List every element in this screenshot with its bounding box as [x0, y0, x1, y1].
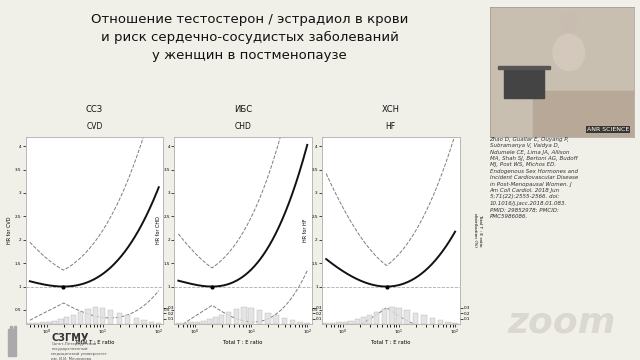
Bar [117, 313, 122, 324]
Bar [367, 315, 372, 324]
Bar [248, 308, 253, 324]
Bar [430, 318, 435, 324]
Text: CVD: CVD [86, 122, 102, 131]
Bar [195, 321, 200, 324]
Bar [445, 322, 451, 324]
Bar [134, 318, 139, 324]
Bar [389, 307, 394, 324]
Ellipse shape [553, 35, 585, 71]
Y-axis label: Total T : E ratio
distribution (%): Total T : E ratio distribution (%) [473, 213, 481, 247]
Bar [533, 91, 634, 137]
Bar [226, 312, 232, 324]
Bar [188, 322, 194, 324]
Bar [108, 310, 113, 324]
Bar [46, 321, 52, 324]
Bar [125, 315, 131, 324]
Y-axis label: Total T : E ratio
distribution (%): Total T : E ratio distribution (%) [325, 213, 333, 247]
Text: Zhao D, Guallar E, Ouyang P,
Subramanya V, Vaidya D,
Ndumele CE, Lima JA, Alliso: Zhao D, Guallar E, Ouyang P, Subramanya … [490, 137, 578, 219]
Bar [355, 319, 360, 324]
Bar [70, 315, 76, 324]
Text: ИБС: ИБС [234, 105, 252, 114]
Bar [336, 322, 342, 324]
X-axis label: Total T : E ratio: Total T : E ratio [75, 339, 114, 345]
Bar [404, 310, 410, 324]
Bar [141, 320, 147, 324]
Text: zoom: zoom [508, 306, 616, 339]
Bar [360, 317, 366, 324]
Bar [156, 323, 161, 324]
Bar [413, 313, 419, 324]
Bar [212, 317, 218, 324]
Bar [149, 322, 154, 324]
Text: Санкт-Петербургский
государственный
медицинский университет
им. И.И. Мечникова: Санкт-Петербургский государственный меди… [51, 342, 108, 360]
Bar [207, 319, 212, 324]
Bar [27, 323, 33, 324]
Bar [374, 312, 380, 324]
Text: ССЗ: ССЗ [86, 105, 103, 114]
Bar [257, 310, 262, 324]
Bar [241, 307, 246, 324]
Text: CHD: CHD [234, 122, 252, 131]
Bar [305, 323, 310, 324]
Bar [266, 313, 271, 324]
Text: ANR SCIENCE: ANR SCIENCE [587, 127, 629, 132]
Text: HF: HF [386, 122, 396, 131]
Bar [58, 319, 63, 324]
Bar [77, 312, 83, 324]
Bar [64, 317, 70, 324]
Bar [342, 321, 348, 324]
Y-axis label: HR for HF: HR for HF [303, 219, 308, 242]
Bar [33, 323, 39, 324]
Y-axis label: Total T : E ratio
distribution (%): Total T : E ratio distribution (%) [177, 213, 185, 247]
Bar [273, 315, 279, 324]
Bar [298, 322, 303, 324]
Bar [100, 308, 105, 324]
X-axis label: Total T : E ratio: Total T : E ratio [371, 339, 410, 345]
Bar [438, 320, 443, 324]
Bar [348, 321, 354, 324]
Bar [381, 309, 387, 324]
Bar [200, 321, 206, 324]
Bar [234, 309, 239, 324]
Bar [330, 323, 335, 324]
Bar [93, 307, 98, 324]
Polygon shape [8, 326, 16, 356]
Bar [504, 69, 545, 98]
Bar [40, 322, 45, 324]
Bar [396, 308, 401, 324]
Bar [52, 321, 58, 324]
Bar [282, 318, 287, 324]
Text: С3ГМУ: С3ГМУ [51, 333, 89, 343]
Bar [85, 309, 91, 324]
Bar [290, 320, 295, 324]
Text: ХСН: ХСН [381, 105, 400, 114]
Bar [421, 315, 427, 324]
Y-axis label: HR for CHD: HR for CHD [156, 216, 161, 244]
Ellipse shape [561, 14, 577, 32]
Bar [499, 66, 550, 69]
X-axis label: Total T : E ratio: Total T : E ratio [223, 339, 262, 345]
Bar [175, 323, 181, 324]
Bar [323, 323, 329, 324]
Text: Отношение тестостерон / эстрадиол в крови
и риск сердечно-сосудистых заболеваний: Отношение тестостерон / эстрадиол в кров… [91, 13, 408, 62]
Bar [452, 323, 458, 324]
Bar [182, 323, 188, 324]
Y-axis label: HR for CVD: HR for CVD [7, 217, 12, 244]
Bar [219, 315, 225, 324]
